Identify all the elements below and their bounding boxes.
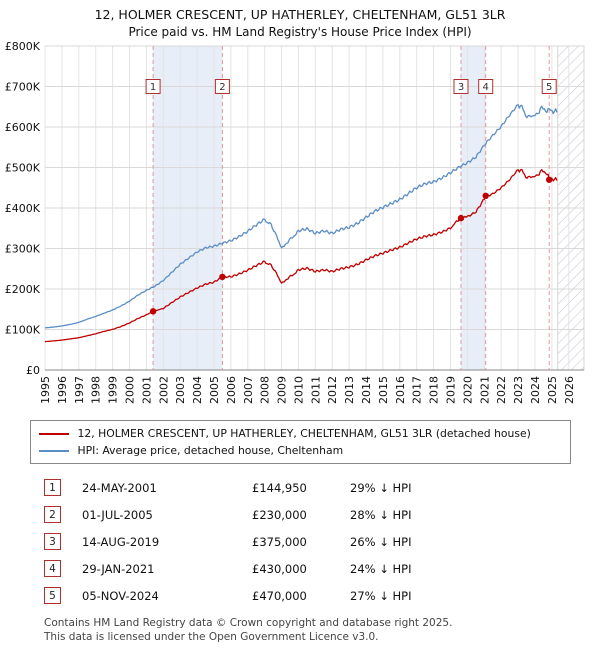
sale-vs-hpi: 28% ↓ HPI xyxy=(350,507,412,522)
sale-price: £430,000 xyxy=(252,561,307,576)
sale-number-badge: 1 xyxy=(44,479,61,497)
footer-line-2: This data is licensed under the Open Gov… xyxy=(44,630,379,643)
sale-price: £144,950 xyxy=(252,480,307,495)
legend-property-label: 12, HOLMER CRESCENT, UP HATHERLEY, CHELT… xyxy=(77,427,531,441)
svg-text:2020: 2020 xyxy=(461,376,474,404)
svg-text:2025: 2025 xyxy=(546,376,559,404)
svg-text:2008: 2008 xyxy=(259,376,272,404)
sale-price: £470,000 xyxy=(252,588,307,603)
svg-text:2006: 2006 xyxy=(225,376,238,404)
chart-legend: 12, HOLMER CRESCENT, UP HATHERLEY, CHELT… xyxy=(29,420,571,465)
svg-text:1999: 1999 xyxy=(107,376,120,404)
license-footer: Contains HM Land Registry data © Crown c… xyxy=(44,617,600,645)
svg-text:2004: 2004 xyxy=(191,376,204,404)
svg-text:£500K: £500K xyxy=(5,162,41,175)
sales-table: 1 24-MAY-2001 £144,950 29% ↓ HPI 2 01-JU… xyxy=(44,474,600,609)
svg-text:2017: 2017 xyxy=(411,376,424,404)
svg-text:2023: 2023 xyxy=(512,376,525,404)
svg-text:£700K: £700K xyxy=(5,81,41,94)
svg-text:2009: 2009 xyxy=(276,376,289,404)
sale-number-badge: 4 xyxy=(44,560,61,578)
svg-text:£800K: £800K xyxy=(5,40,41,53)
sale-number-badge: 5 xyxy=(44,587,61,605)
svg-text:£200K: £200K xyxy=(5,283,41,296)
property-line-swatch-icon xyxy=(38,432,69,435)
svg-text:2003: 2003 xyxy=(174,376,187,404)
svg-text:2021: 2021 xyxy=(478,376,491,404)
table-row: 2 01-JUL-2005 £230,000 28% ↓ HPI xyxy=(44,501,600,528)
svg-text:4: 4 xyxy=(483,82,489,93)
svg-text:2001: 2001 xyxy=(140,376,153,404)
sale-date: 29-JAN-2021 xyxy=(82,561,155,576)
svg-text:£0: £0 xyxy=(26,364,40,377)
chart-title: 12, HOLMER CRESCENT, UP HATHERLEY, CHELT… xyxy=(94,7,506,22)
svg-text:2018: 2018 xyxy=(428,376,441,404)
svg-text:3: 3 xyxy=(458,82,464,93)
svg-text:5: 5 xyxy=(546,82,552,93)
sale-date: 24-MAY-2001 xyxy=(82,480,157,495)
svg-text:2026: 2026 xyxy=(563,376,576,404)
sale-price: £230,000 xyxy=(252,507,307,522)
table-row: 4 29-JAN-2021 £430,000 24% ↓ HPI xyxy=(44,555,600,582)
svg-text:2015: 2015 xyxy=(377,376,390,404)
svg-text:2014: 2014 xyxy=(360,376,373,404)
hpi-line-swatch-icon xyxy=(38,449,69,452)
sale-date: 01-JUL-2005 xyxy=(82,507,153,522)
table-row: 3 14-AUG-2019 £375,000 26% ↓ HPI xyxy=(44,528,600,555)
chart-subtitle: Price paid vs. HM Land Registry's House … xyxy=(128,24,472,39)
sale-vs-hpi: 26% ↓ HPI xyxy=(350,534,412,549)
svg-text:1995: 1995 xyxy=(39,376,52,404)
table-row: 1 24-MAY-2001 £144,950 29% ↓ HPI xyxy=(44,474,600,501)
svg-text:1997: 1997 xyxy=(73,376,86,404)
legend-row-property: 12, HOLMER CRESCENT, UP HATHERLEY, CHELT… xyxy=(38,425,562,442)
legend-row-hpi: HPI: Average price, detached house, Chel… xyxy=(38,442,562,459)
sale-vs-hpi: 24% ↓ HPI xyxy=(350,561,412,576)
svg-text:2011: 2011 xyxy=(309,376,322,404)
svg-text:2012: 2012 xyxy=(326,376,339,404)
svg-text:2024: 2024 xyxy=(529,376,542,404)
svg-text:1996: 1996 xyxy=(56,376,69,404)
sale-date: 05-NOV-2024 xyxy=(82,588,159,603)
svg-text:£600K: £600K xyxy=(5,121,41,134)
svg-text:2007: 2007 xyxy=(242,376,255,404)
svg-text:2000: 2000 xyxy=(124,376,137,404)
svg-text:2005: 2005 xyxy=(208,376,221,404)
sale-number-badge: 2 xyxy=(44,506,61,524)
svg-text:£300K: £300K xyxy=(5,243,41,256)
svg-text:2019: 2019 xyxy=(445,376,458,404)
svg-text:2013: 2013 xyxy=(343,376,356,404)
table-row: 5 05-NOV-2024 £470,000 27% ↓ HPI xyxy=(44,582,600,609)
sale-price: £375,000 xyxy=(252,534,307,549)
svg-text:£100K: £100K xyxy=(5,324,41,337)
svg-text:2022: 2022 xyxy=(495,376,508,404)
sale-vs-hpi: 29% ↓ HPI xyxy=(350,480,412,495)
price-history-chart: 1995 1996 1997 1998 1999 2000 2001 2002 2003 2004… xyxy=(5,40,585,404)
svg-text:1: 1 xyxy=(150,82,156,93)
svg-text:2: 2 xyxy=(219,82,225,93)
svg-text:£400K: £400K xyxy=(5,202,41,215)
svg-text:2002: 2002 xyxy=(157,376,170,404)
svg-text:2016: 2016 xyxy=(394,376,407,404)
legend-hpi-label: HPI: Average price, detached house, Chel… xyxy=(77,444,344,458)
sale-date: 14-AUG-2019 xyxy=(82,534,160,549)
footer-line-1: Contains HM Land Registry data © Crown c… xyxy=(44,617,453,630)
chart-header: 12, HOLMER CRESCENT, UP HATHERLEY, CHELT… xyxy=(0,0,600,40)
svg-text:2010: 2010 xyxy=(292,376,305,404)
sale-vs-hpi: 27% ↓ HPI xyxy=(350,588,412,603)
sale-number-badge: 3 xyxy=(44,533,61,551)
svg-text:1998: 1998 xyxy=(90,376,103,404)
